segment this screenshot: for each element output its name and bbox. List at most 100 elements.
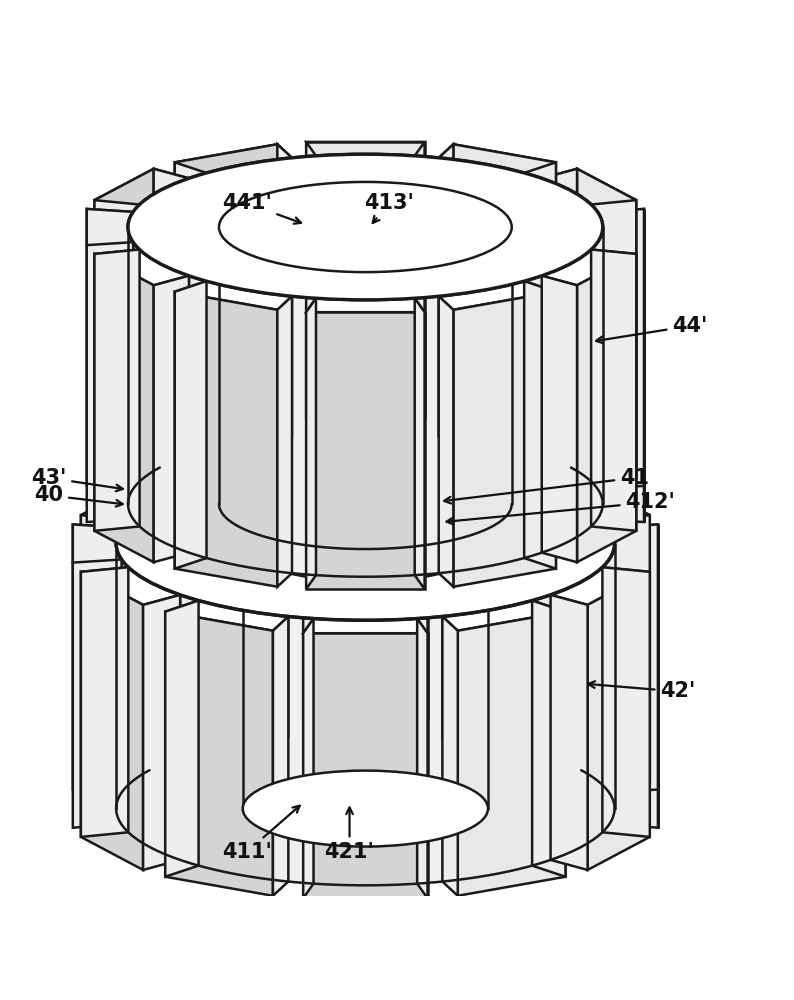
- Polygon shape: [73, 524, 121, 563]
- Polygon shape: [603, 567, 649, 837]
- Text: 421': 421': [325, 808, 375, 862]
- Polygon shape: [442, 617, 458, 896]
- Polygon shape: [306, 298, 425, 312]
- Ellipse shape: [116, 467, 615, 620]
- Polygon shape: [81, 567, 180, 605]
- Polygon shape: [154, 169, 189, 455]
- Text: 42': 42': [588, 681, 696, 701]
- Polygon shape: [81, 567, 129, 837]
- Polygon shape: [439, 296, 453, 587]
- Text: 441': 441': [222, 193, 301, 224]
- Polygon shape: [609, 524, 658, 563]
- Polygon shape: [439, 144, 556, 173]
- Polygon shape: [453, 144, 556, 439]
- Polygon shape: [128, 227, 603, 577]
- Polygon shape: [303, 619, 314, 898]
- Polygon shape: [94, 250, 189, 285]
- Ellipse shape: [294, 515, 437, 559]
- Polygon shape: [165, 456, 273, 740]
- Polygon shape: [273, 617, 288, 896]
- Polygon shape: [542, 250, 636, 285]
- Ellipse shape: [219, 182, 511, 272]
- Polygon shape: [175, 281, 206, 569]
- Polygon shape: [87, 209, 133, 489]
- Text: 413': 413': [364, 193, 414, 223]
- Polygon shape: [94, 250, 140, 531]
- Polygon shape: [603, 515, 649, 785]
- Polygon shape: [81, 482, 143, 780]
- Polygon shape: [542, 276, 577, 562]
- Polygon shape: [165, 456, 288, 486]
- Polygon shape: [550, 482, 649, 520]
- Polygon shape: [94, 200, 140, 481]
- Polygon shape: [588, 482, 649, 780]
- Polygon shape: [94, 254, 154, 562]
- Ellipse shape: [294, 478, 437, 522]
- Polygon shape: [458, 612, 565, 896]
- Polygon shape: [306, 298, 316, 589]
- Polygon shape: [165, 612, 273, 896]
- Polygon shape: [609, 559, 658, 828]
- Ellipse shape: [243, 771, 488, 847]
- Polygon shape: [542, 169, 636, 205]
- Polygon shape: [417, 454, 427, 734]
- Polygon shape: [165, 601, 288, 631]
- Polygon shape: [87, 209, 133, 245]
- Polygon shape: [542, 169, 577, 455]
- Polygon shape: [116, 544, 615, 885]
- Polygon shape: [303, 454, 427, 719]
- Polygon shape: [73, 559, 121, 828]
- Polygon shape: [598, 209, 644, 245]
- Polygon shape: [577, 169, 636, 477]
- Polygon shape: [591, 250, 636, 531]
- Polygon shape: [442, 601, 565, 631]
- Polygon shape: [87, 242, 133, 522]
- Text: 412': 412': [446, 492, 675, 524]
- Ellipse shape: [128, 154, 603, 300]
- Text: 40: 40: [34, 485, 123, 507]
- Polygon shape: [588, 572, 649, 870]
- Polygon shape: [143, 595, 180, 870]
- Polygon shape: [154, 276, 189, 562]
- Polygon shape: [81, 572, 143, 870]
- Polygon shape: [598, 209, 644, 489]
- Polygon shape: [442, 456, 458, 736]
- Polygon shape: [94, 169, 189, 205]
- Text: 43': 43': [31, 468, 123, 491]
- Polygon shape: [577, 254, 636, 562]
- Polygon shape: [439, 281, 556, 310]
- Polygon shape: [442, 456, 565, 486]
- Polygon shape: [81, 482, 180, 520]
- Polygon shape: [81, 515, 129, 785]
- Polygon shape: [277, 296, 292, 587]
- Polygon shape: [550, 595, 588, 870]
- Polygon shape: [591, 200, 636, 481]
- Polygon shape: [306, 142, 425, 156]
- Polygon shape: [303, 633, 427, 898]
- Polygon shape: [277, 144, 292, 435]
- Polygon shape: [598, 242, 644, 522]
- Polygon shape: [303, 619, 427, 633]
- Polygon shape: [306, 142, 425, 419]
- Polygon shape: [609, 524, 658, 793]
- Polygon shape: [417, 619, 427, 898]
- Polygon shape: [165, 475, 198, 752]
- Polygon shape: [165, 601, 198, 877]
- Polygon shape: [550, 567, 649, 605]
- Polygon shape: [532, 601, 565, 877]
- Polygon shape: [143, 482, 180, 757]
- Polygon shape: [175, 281, 292, 310]
- Ellipse shape: [128, 154, 603, 300]
- Polygon shape: [73, 524, 121, 793]
- Polygon shape: [175, 144, 277, 439]
- Polygon shape: [532, 475, 565, 752]
- Polygon shape: [524, 162, 556, 450]
- Polygon shape: [94, 169, 154, 477]
- Polygon shape: [273, 456, 288, 736]
- Polygon shape: [550, 482, 588, 757]
- Polygon shape: [458, 456, 565, 740]
- Polygon shape: [439, 144, 453, 435]
- Text: 44': 44': [596, 316, 707, 343]
- Polygon shape: [303, 454, 427, 468]
- Polygon shape: [303, 454, 314, 734]
